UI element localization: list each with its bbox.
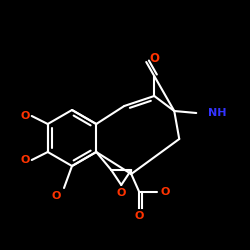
Text: O: O <box>51 191 61 201</box>
Text: O: O <box>20 155 30 165</box>
Text: O: O <box>134 211 144 221</box>
Text: O: O <box>20 111 30 121</box>
Text: O: O <box>149 52 159 64</box>
Text: NH: NH <box>208 108 227 118</box>
Text: O: O <box>116 188 126 198</box>
Text: O: O <box>160 187 170 197</box>
